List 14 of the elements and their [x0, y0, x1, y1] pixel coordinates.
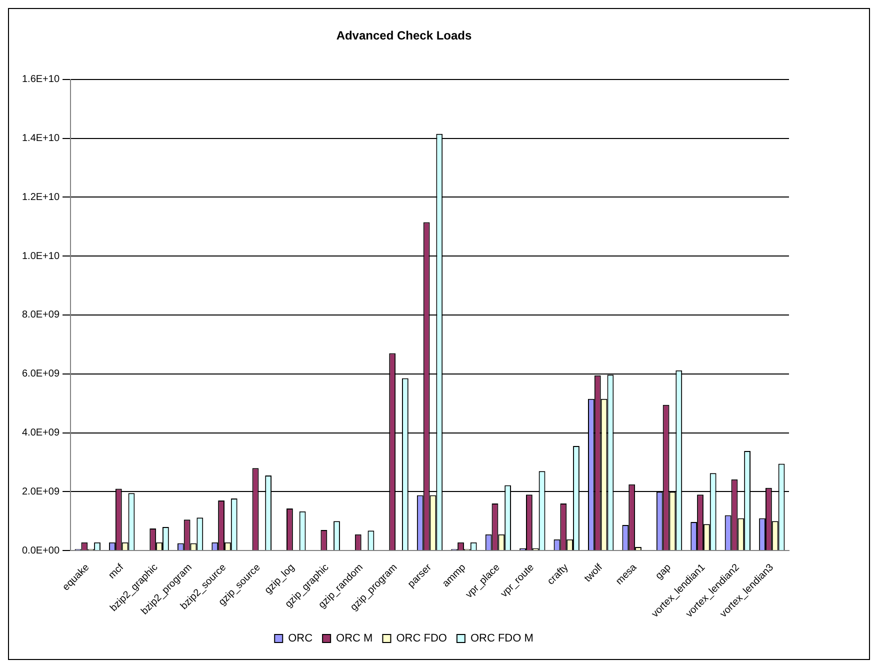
legend-label: ORC FDO M [470, 632, 534, 645]
legend-label: ORC M [336, 632, 373, 645]
y-tick-label: 1.4E+10 [22, 133, 60, 144]
y-tick-label: 1.0E+10 [22, 250, 60, 262]
legend-label: ORC FDO [396, 632, 448, 645]
y-tick-label: 4.0E+09 [22, 428, 60, 439]
y-tick-label: 6.0E+09 [22, 368, 60, 380]
y-tick-label: 2.0E+09 [22, 486, 60, 498]
y-tick-label: 1.2E+10 [22, 192, 60, 203]
y-tick-label: 1.6E+10 [22, 74, 60, 86]
legend-label: ORC [288, 632, 313, 645]
y-tick-label: 0.0E+00 [22, 545, 60, 556]
y-tick-label: 8.0E+09 [22, 310, 60, 321]
chart-title: Advanced Check Loads [336, 28, 472, 43]
